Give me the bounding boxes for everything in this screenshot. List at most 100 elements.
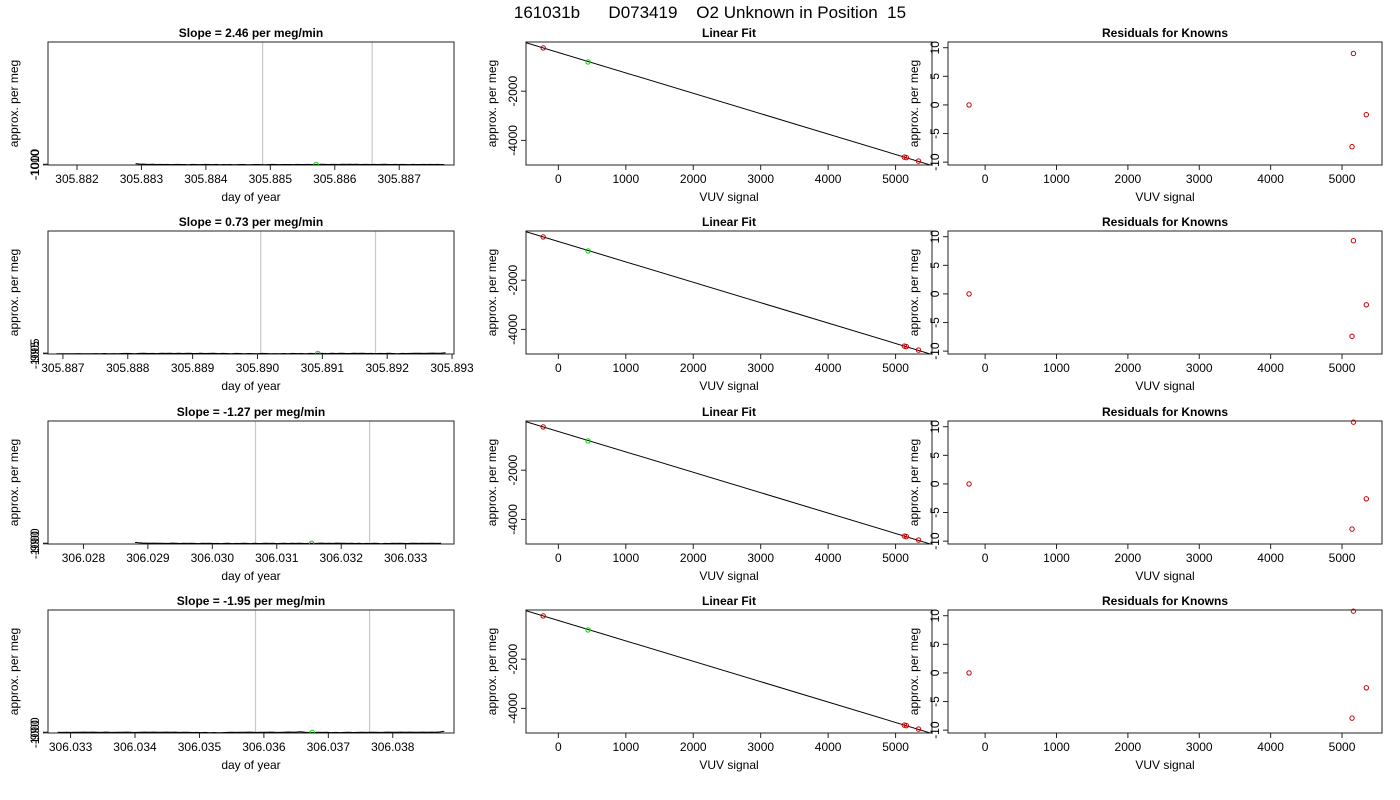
x-tick-label: 306.037 <box>307 740 351 754</box>
x-tick-label: 305.890 <box>236 361 280 375</box>
x-tick-label: 3000 <box>1186 551 1213 565</box>
x-tick-label: 4000 <box>815 551 842 565</box>
y-tick-label: -4000 <box>506 314 520 345</box>
x-axis-label: day of year <box>221 758 280 772</box>
plot-area <box>134 540 442 544</box>
y-tick-label: 5 <box>928 73 942 80</box>
x-axis-label: day of year <box>221 569 280 583</box>
panel-title: Slope = 2.46 per meg/min <box>179 26 323 40</box>
x-tick-label: 0 <box>982 361 989 375</box>
x-tick-label: 305.883 <box>120 172 164 186</box>
x-tick-label: 305.884 <box>184 172 228 186</box>
unknown-marker <box>309 729 315 733</box>
panel-title: Linear Fit <box>702 215 756 229</box>
y-tick-label: -2000 <box>506 644 520 675</box>
panel-title: Residuals for Knowns <box>1102 594 1228 608</box>
x-tick-label: 306.031 <box>255 551 299 565</box>
y-tick-label: -10 <box>928 342 942 360</box>
data-point <box>1350 419 1357 425</box>
fit-line <box>526 42 932 165</box>
x-tick-label: 3000 <box>1186 740 1213 754</box>
series-line <box>56 352 446 354</box>
y-tick-label: 0 <box>928 669 942 676</box>
x-tick-label: 305.888 <box>106 361 150 375</box>
x-tick-label: 305.889 <box>171 361 215 375</box>
x-tick-label: 5000 <box>1329 740 1356 754</box>
plot-area <box>526 231 932 354</box>
y-tick-label: -990 <box>28 531 42 555</box>
x-tick-label: 0 <box>982 551 989 565</box>
x-tick-label: 1000 <box>612 361 639 375</box>
y-tick-label: 10 <box>928 41 942 55</box>
x-tick-label: 4000 <box>1257 172 1284 186</box>
y-tick-label: -1000 <box>28 149 42 180</box>
plot-frame <box>947 420 1383 545</box>
x-tick-label: 305.887 <box>378 172 422 186</box>
data-point <box>915 537 922 543</box>
x-tick-label: 5000 <box>1329 172 1356 186</box>
x-tick-label: 3000 <box>1186 361 1213 375</box>
y-tick-label: -2000 <box>506 265 520 296</box>
x-tick-label: 305.887 <box>41 361 85 375</box>
y-tick-label: 0 <box>928 480 942 487</box>
y-tick-label: 10 <box>928 230 942 244</box>
y-tick-label: 10 <box>928 420 942 434</box>
x-tick-label: 2000 <box>1115 172 1142 186</box>
x-tick-label: 306.032 <box>320 551 364 565</box>
data-point <box>1349 715 1355 721</box>
y-tick-label: -5 <box>928 696 942 707</box>
chart-panel: Slope = -1.27 per meg/min 306.028 306.029 3… <box>7 405 455 583</box>
panel-grid: Slope = 2.46 per meg/min 305.882 305.883 30… <box>7 26 1383 772</box>
x-tick-label: 0 <box>555 551 562 565</box>
x-axis-label: VUV signal <box>1135 569 1194 583</box>
data-point <box>1349 143 1355 150</box>
x-tick-label: 1000 <box>612 740 639 754</box>
y-axis-label: approx. per meg <box>7 249 21 336</box>
x-tick-label: 0 <box>555 740 562 754</box>
data-point <box>1350 238 1357 244</box>
x-tick-label: 3000 <box>1186 172 1213 186</box>
series-line <box>135 163 445 165</box>
data-point <box>540 45 546 51</box>
data-point <box>585 438 591 444</box>
x-axis-label: day of year <box>221 190 280 204</box>
x-tick-label: 0 <box>555 172 562 186</box>
x-tick-label: 305.885 <box>249 172 293 186</box>
chart-panel: Linear Fit 0 1000 2000 3000 4000 5000 -4000 -200… <box>485 26 933 204</box>
x-tick-label: 5000 <box>882 551 909 565</box>
plot-frame <box>47 41 455 166</box>
y-tick-label: -4000 <box>506 504 520 535</box>
chart-panel: Residuals for Knowns 0 1000 2000 3000 4000 500… <box>907 26 1383 204</box>
panel-title: Residuals for Knowns <box>1102 405 1228 419</box>
panel-title: Residuals for Knowns <box>1102 215 1228 229</box>
panel-title: Linear Fit <box>702 594 756 608</box>
data-point <box>903 722 910 729</box>
y-tick-label: -10 <box>928 721 942 739</box>
x-tick-label: 5000 <box>882 361 909 375</box>
y-tick-label: 0 <box>928 290 942 297</box>
data-point <box>1350 50 1357 57</box>
plot-frame <box>525 609 933 734</box>
chart-panel: Linear Fit 0 1000 2000 3000 4000 5000 -4000 -200… <box>485 215 933 393</box>
data-point <box>1349 526 1355 532</box>
x-tick-label: 4000 <box>815 361 842 375</box>
chart-panel: Slope = 0.73 per meg/min 305.887 305.888 30… <box>7 215 474 393</box>
x-tick-label: 3000 <box>747 172 774 186</box>
chart-panel: Residuals for Knowns 0 1000 2000 3000 4000 500… <box>907 405 1383 583</box>
x-tick-label: 4000 <box>1257 740 1284 754</box>
series-line <box>134 541 442 544</box>
y-tick-label: -5 <box>928 128 942 139</box>
x-axis-label: VUV signal <box>699 190 758 204</box>
y-tick-label: -1010 <box>28 149 42 180</box>
y-tick-label: -4000 <box>506 693 520 724</box>
x-tick-label: 0 <box>982 172 989 186</box>
x-tick-label: 0 <box>555 361 562 375</box>
plot-area <box>526 421 932 544</box>
y-tick-label: -5 <box>928 317 942 328</box>
plot-area <box>56 350 446 354</box>
y-tick-label: -10 <box>928 532 942 550</box>
x-axis-label: VUV signal <box>1135 379 1194 393</box>
x-tick-label: 305.892 <box>366 361 410 375</box>
plot-frame <box>525 230 933 355</box>
x-tick-label: 306.033 <box>49 740 93 754</box>
